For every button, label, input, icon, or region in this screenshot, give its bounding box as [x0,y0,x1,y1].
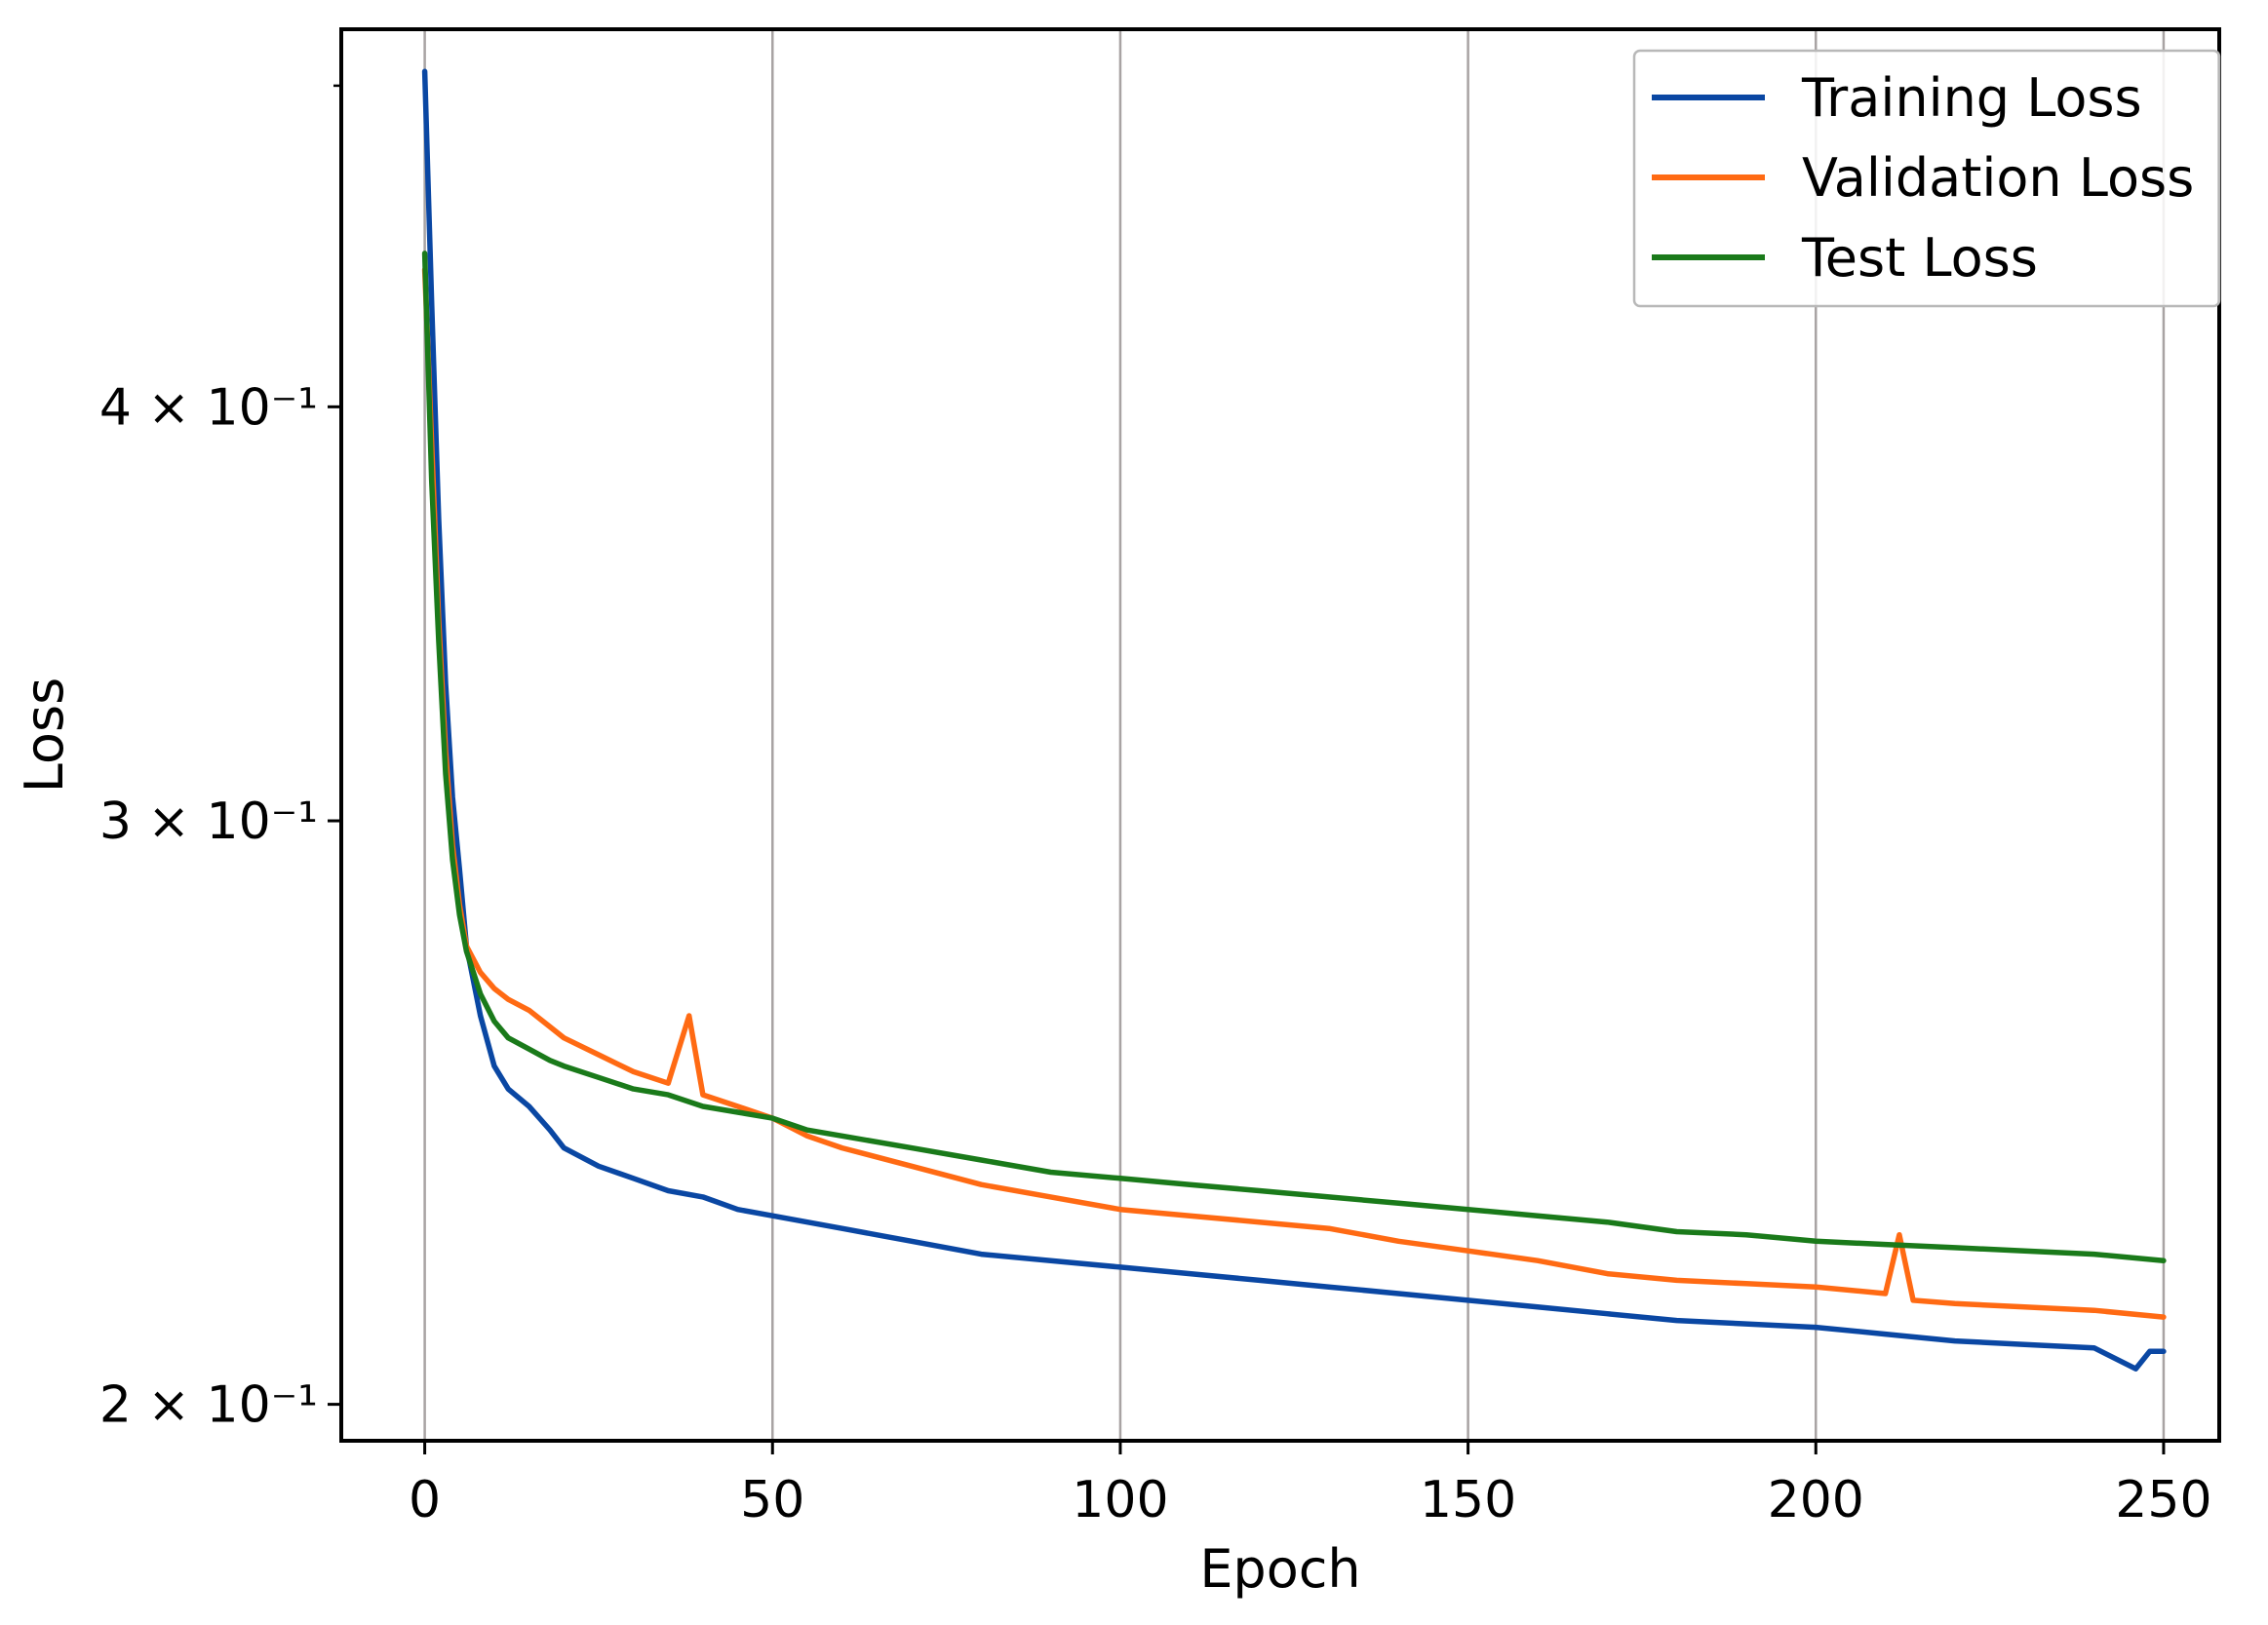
y-tick-label: 3 × 10⁻¹ [99,793,318,851]
x-tick-label: 50 [740,1471,804,1529]
y-tick-label: 2 × 10⁻¹ [99,1376,318,1435]
x-tick-label: 150 [1420,1471,1516,1529]
x-tick-label: 100 [1072,1471,1168,1529]
axis-ticks: 0 50 100 150 200 250 2 × 10⁻¹ 3 × 10⁻¹ 4 × 10⁻¹ [99,84,2212,1529]
series-lines [421,68,2167,1372]
legend-label-1: Validation Loss [1802,147,2194,209]
series-line-1 [421,266,2167,1320]
x-axis-title: Epoch [1199,1538,1360,1600]
legend-box [1632,49,2221,308]
x-tick-label: 0 [409,1471,441,1529]
y-axis-title: Loss [14,677,75,793]
x-tick-label: 250 [2115,1471,2211,1529]
series-line-0 [421,68,2167,1372]
series-line-2 [421,251,2167,1263]
plot-frame [339,27,2221,1443]
legend-label-2: Test Loss [1801,227,2038,289]
legend-label-0: Training Loss [1801,67,2142,129]
x-tick-label: 200 [1768,1471,1864,1529]
y-tick-label: 4 × 10⁻¹ [99,378,318,437]
legend: Training Loss Validation Loss Test Loss [1632,49,2221,308]
